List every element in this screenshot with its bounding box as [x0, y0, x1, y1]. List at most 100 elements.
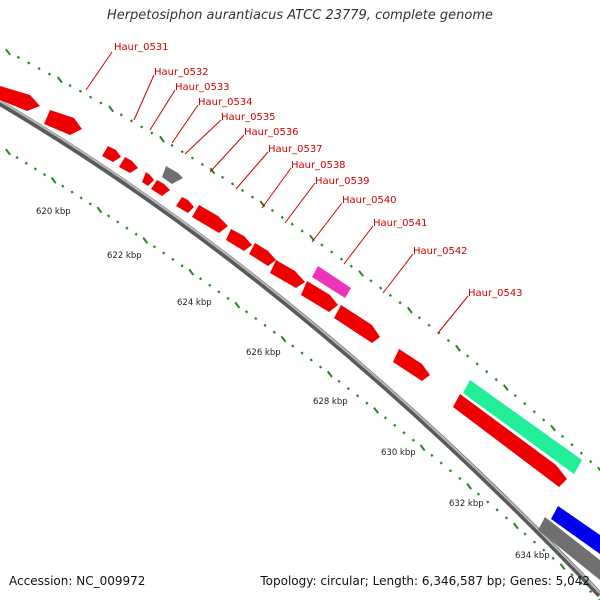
kbp-label-620: 620 kbp: [36, 207, 71, 217]
gene-label-0531[interactable]: Haur_0531: [114, 42, 169, 53]
outer-major-tick: [5, 48, 11, 56]
outer-minor-tick: [465, 354, 470, 358]
outer-minor-tick: [579, 451, 583, 455]
outer-major-tick: [502, 384, 509, 391]
outer-minor-tick: [250, 195, 255, 199]
inner-minor-tick: [355, 394, 360, 398]
gene-label-0539[interactable]: Haur_0539: [315, 176, 370, 187]
inner-minor-tick: [318, 365, 323, 369]
gene-arrow[interactable]: [151, 180, 170, 196]
outer-minor-tick: [280, 215, 284, 219]
genome-summary-text: Topology: circular; Length: 6,346,587 bp…: [260, 574, 590, 588]
gene-label-0532[interactable]: Haur_0532: [154, 67, 209, 78]
leader-line-0541: [343, 225, 374, 265]
kbp-label-624: 624 kbp: [177, 298, 212, 308]
inner-minor-tick: [570, 573, 574, 577]
inner-minor-tick: [226, 296, 230, 301]
outer-major-tick: [209, 167, 216, 175]
genome-backbone-highlight: [0, 100, 600, 594]
outer-major-tick: [406, 306, 413, 314]
gene-arrow[interactable]: [142, 172, 154, 186]
outer-tick-row: [5, 48, 600, 472]
leader-line-0536: [209, 134, 245, 173]
gene-arrow[interactable]: [102, 146, 121, 162]
outer-minor-tick: [27, 61, 31, 65]
kbp-label-630: 630 kbp: [381, 448, 416, 458]
inner-minor-tick: [346, 386, 350, 391]
inner-minor-tick: [337, 379, 341, 383]
outer-minor-tick: [485, 370, 489, 374]
feature-track: [0, 86, 600, 580]
gene-arrow-green[interactable]: [463, 380, 582, 474]
gene-label-0537[interactable]: Haur_0537: [268, 144, 323, 155]
gene-arrow[interactable]: [192, 205, 228, 233]
leader-line-0543: [437, 295, 469, 334]
gene-arrow[interactable]: [44, 110, 82, 135]
inner-minor-tick: [33, 167, 37, 171]
gene-arrow[interactable]: [0, 86, 40, 111]
gene-arrow[interactable]: [301, 281, 338, 312]
gene-label-0538[interactable]: Haur_0538: [291, 160, 346, 171]
inner-minor-tick: [217, 290, 221, 294]
outer-minor-tick: [523, 402, 527, 406]
gene-arrow-blue[interactable]: [551, 506, 600, 554]
inner-minor-tick: [272, 330, 276, 334]
kbp-label-622: 622 kbp: [107, 251, 142, 261]
accession-text: Accession: NC_009972: [9, 574, 146, 588]
gene-label-0541[interactable]: Haur_0541: [373, 218, 428, 229]
inner-minor-tick: [180, 264, 184, 268]
outer-major-tick: [597, 466, 600, 472]
outer-minor-tick: [150, 131, 154, 135]
inner-minor-tick: [476, 492, 481, 496]
gene-arrow-pink[interactable]: [312, 266, 351, 298]
outer-minor-tick: [37, 66, 41, 71]
inner-minor-tick: [79, 196, 83, 200]
inner-minor-tick: [551, 556, 555, 560]
gene-arrow[interactable]: [226, 229, 252, 251]
gene-arrow[interactable]: [270, 260, 305, 288]
gene-arrow[interactable]: [334, 305, 380, 343]
outer-major-tick: [159, 135, 165, 143]
gene-arrow[interactable]: [119, 157, 138, 173]
outer-minor-tick: [68, 83, 72, 88]
inner-major-tick: [419, 444, 426, 452]
outer-minor-tick: [570, 443, 574, 447]
outer-minor-tick: [230, 182, 235, 186]
leader-line-0539: [284, 182, 316, 224]
inner-minor-tick: [448, 469, 453, 473]
outer-minor-tick: [339, 257, 344, 261]
outer-minor-tick: [78, 89, 82, 93]
gene-label-0533[interactable]: Haur_0533: [175, 82, 230, 93]
gene-label-0543[interactable]: Haur_0543: [468, 288, 523, 299]
outer-minor-tick: [99, 101, 103, 105]
gene-label-0540[interactable]: Haur_0540: [342, 195, 397, 206]
gene-label-0535[interactable]: Haur_0535: [221, 112, 276, 123]
gene-label-0536[interactable]: Haur_0536: [244, 127, 299, 138]
gene-arrow-gray[interactable]: [538, 517, 600, 580]
gene-arrow[interactable]: [176, 197, 194, 213]
leader-line-0540: [311, 202, 343, 243]
gene-label-0534[interactable]: Haur_0534: [198, 97, 253, 108]
outer-minor-tick: [369, 279, 373, 283]
leader-line-0531: [85, 51, 113, 91]
gene-arrow[interactable]: [249, 243, 276, 266]
kbp-label-628: 628 kbp: [313, 397, 348, 407]
inner-minor-tick: [61, 184, 65, 188]
outer-minor-tick: [388, 293, 392, 297]
gene-arrow-gray[interactable]: [162, 166, 183, 184]
leader-line-0533: [149, 89, 176, 131]
outer-minor-tick: [532, 410, 536, 414]
inner-minor-tick: [542, 548, 546, 552]
outer-minor-tick: [119, 113, 123, 117]
inner-major-tick: [373, 407, 380, 414]
gene-label-0542[interactable]: Haur_0542: [413, 246, 468, 257]
inner-minor-tick: [486, 500, 490, 504]
gene-arrow[interactable]: [393, 349, 430, 381]
gene-arrow[interactable]: [453, 394, 567, 487]
map-title: Herpetosiphon aurantiacus ATCC 23779, co…: [106, 8, 494, 23]
label-leaders: [85, 51, 469, 334]
inner-minor-tick: [504, 516, 509, 520]
inner-major-tick: [326, 370, 333, 378]
inner-minor-tick: [42, 172, 47, 177]
